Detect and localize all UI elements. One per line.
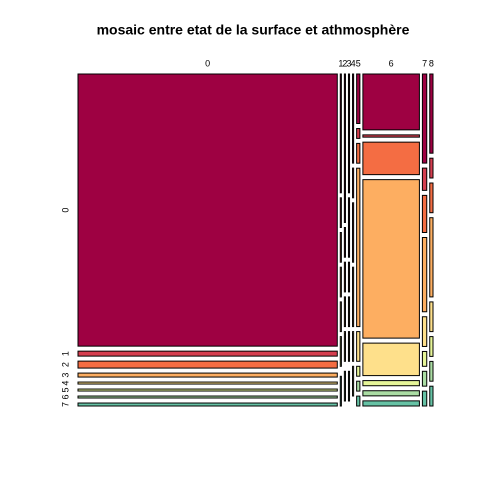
mosaic-cell: [347, 370, 351, 402]
mosaic-cell: [77, 360, 338, 369]
mosaic-cell: [362, 342, 420, 377]
y-category-label: 0: [60, 208, 70, 213]
mosaic-cell: [339, 301, 342, 333]
mosaic-cell: [343, 227, 346, 258]
x-category-label: 2: [342, 58, 347, 68]
mosaic-cell: [343, 73, 346, 223]
mosaic-cell: [77, 350, 338, 357]
y-category-label: 2: [60, 362, 70, 367]
mosaic-cell: [421, 194, 428, 233]
mosaic-cell: [343, 261, 346, 293]
mosaic-cell: [421, 73, 428, 164]
mosaic-cell: [429, 301, 434, 333]
mosaic-cell: [429, 157, 434, 179]
mosaic-cell: [339, 266, 342, 298]
mosaic-cell: [356, 142, 361, 164]
mosaic-cell: [429, 182, 434, 214]
mosaic-cell: [421, 370, 428, 387]
mosaic-cell: [352, 331, 355, 362]
mosaic-cell: [339, 197, 342, 229]
mosaic-cell: [429, 385, 434, 407]
mosaic-cell: [343, 296, 346, 328]
y-category-label: 4: [60, 381, 70, 386]
mosaic-cell: [421, 237, 428, 313]
mosaic-cell: [356, 167, 361, 328]
mosaic-cell: [362, 141, 420, 176]
mosaic-cell: [347, 296, 351, 328]
x-category-label: 8: [429, 58, 434, 68]
x-category-label: 0: [205, 58, 210, 68]
mosaic-cell: [343, 331, 346, 362]
mosaic-cell: [421, 390, 428, 407]
mosaic-cell: [347, 73, 351, 194]
mosaic-cell: [352, 167, 355, 199]
x-category-label: 6: [389, 58, 394, 68]
y-category-label: 1: [60, 351, 70, 356]
mosaic-cell: [421, 350, 428, 367]
x-category-label: 4: [351, 58, 356, 68]
mosaic-cell: [356, 380, 361, 392]
mosaic-cell: [77, 402, 338, 407]
mosaic-cell: [362, 400, 420, 407]
mosaic-cell: [352, 365, 355, 397]
x-category-label: 5: [356, 58, 361, 68]
mosaic-cell: [339, 73, 342, 194]
y-category-label: 7: [60, 402, 70, 407]
mosaic-cell: [362, 380, 420, 387]
mosaic-cell: [347, 331, 351, 362]
mosaic-cell: [352, 266, 355, 328]
mosaic-cell: [347, 197, 351, 258]
mosaic-cell: [77, 395, 338, 399]
mosaic-cell: [362, 73, 420, 131]
mosaic-cell: [362, 134, 420, 138]
y-category-label: 6: [60, 395, 70, 400]
mosaic-cell: [352, 202, 355, 263]
mosaic-cell: [356, 73, 361, 124]
y-category-label: 3: [60, 373, 70, 378]
x-category-label: 3: [346, 58, 351, 68]
mosaic-cell: [356, 128, 361, 139]
mosaic-cell: [356, 395, 361, 407]
mosaic-cell: [429, 336, 434, 357]
mosaic-cell: [429, 360, 434, 382]
mosaic-cell: [421, 316, 428, 347]
mosaic-cell: [77, 388, 338, 392]
mosaic-cell: [421, 167, 428, 191]
mosaic-cell: [343, 370, 346, 402]
y-category-label: 5: [60, 388, 70, 393]
mosaic-cell: [356, 365, 361, 377]
mosaic-cell: [352, 73, 355, 164]
mosaic-cell: [339, 375, 342, 407]
mosaic-cell: [347, 261, 351, 293]
x-category-label: 1: [338, 58, 343, 68]
mosaic-cell: [77, 381, 338, 385]
mosaic-cell: [429, 73, 434, 154]
mosaic-cell: [356, 331, 361, 362]
mosaic-cell: [429, 217, 434, 298]
mosaic-cell: [362, 179, 420, 339]
mosaic-cell: [362, 390, 420, 397]
chart-title: mosaic entre etat de la surface et athmo…: [97, 22, 410, 38]
x-category-label: 7: [422, 58, 427, 68]
mosaic-cell: [339, 336, 342, 367]
mosaic-cell: [339, 232, 342, 263]
mosaic-cell: [77, 372, 338, 378]
mosaic-cell: [77, 73, 338, 347]
